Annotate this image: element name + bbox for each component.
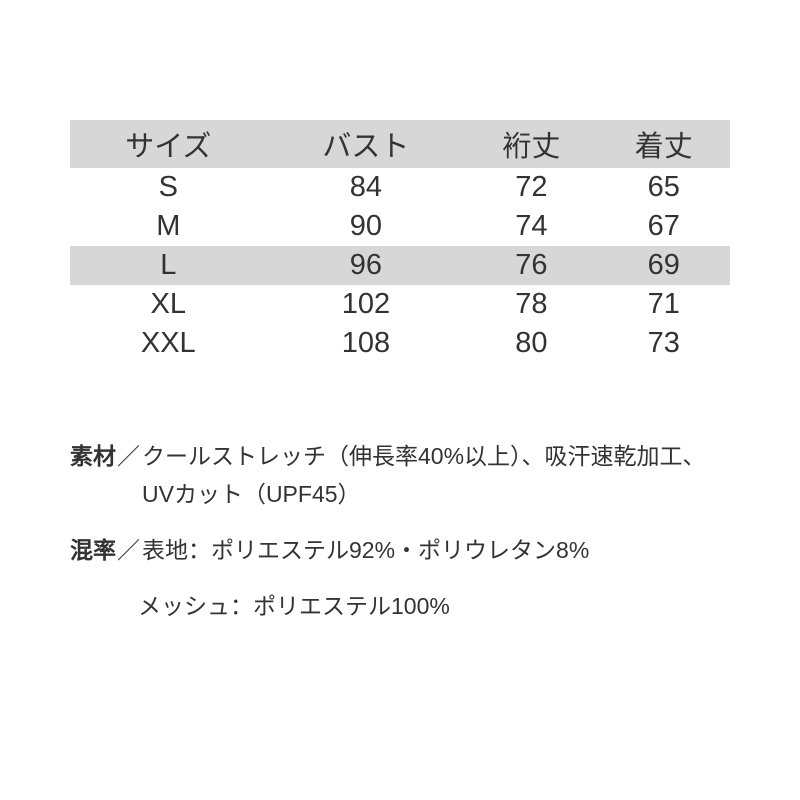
spec-value: 表地：ポリエステル92%・ポリウレタン8% — [142, 532, 730, 570]
table-row: XXL 108 80 73 — [70, 324, 730, 363]
cell-size: XXL — [70, 324, 267, 363]
cell-yuki: 78 — [465, 285, 597, 324]
cell-yuki: 72 — [465, 168, 597, 207]
col-yuki: 裄丈 — [465, 120, 597, 168]
table-header-row: サイズ バスト 裄丈 着丈 — [70, 120, 730, 168]
spec-composition-sub: メッシュ：ポリエステル100% — [70, 588, 730, 626]
spec-material: 素材 ／ クールストレッチ（伸長率40%以上）、吸汗速乾加工、UVカット（UPF… — [70, 438, 730, 514]
cell-bust: 102 — [267, 285, 466, 324]
cell-yuki: 80 — [465, 324, 597, 363]
cell-length: 71 — [598, 285, 730, 324]
cell-size: XL — [70, 285, 267, 324]
spec-label: 混率 — [70, 532, 116, 570]
specs-section: 素材 ／ クールストレッチ（伸長率40%以上）、吸汗速乾加工、UVカット（UPF… — [70, 438, 730, 626]
cell-length: 69 — [598, 246, 730, 285]
cell-size: L — [70, 246, 267, 285]
cell-bust: 96 — [267, 246, 466, 285]
col-size: サイズ — [70, 120, 267, 168]
cell-size: S — [70, 168, 267, 207]
spec-separator: ／ — [117, 532, 140, 570]
cell-bust: 84 — [267, 168, 466, 207]
cell-length: 73 — [598, 324, 730, 363]
spec-value: クールストレッチ（伸長率40%以上）、吸汗速乾加工、UVカット（UPF45） — [142, 438, 730, 514]
cell-size: M — [70, 207, 267, 246]
cell-bust: 90 — [267, 207, 466, 246]
col-length: 着丈 — [598, 120, 730, 168]
size-chart-table: サイズ バスト 裄丈 着丈 S 84 72 65 M 90 74 67 L 96… — [70, 120, 730, 363]
table-row: L 96 76 69 — [70, 246, 730, 285]
spec-composition: 混率 ／ 表地：ポリエステル92%・ポリウレタン8% — [70, 532, 730, 570]
cell-length: 65 — [598, 168, 730, 207]
spec-separator: ／ — [117, 438, 140, 476]
cell-yuki: 76 — [465, 246, 597, 285]
cell-yuki: 74 — [465, 207, 597, 246]
cell-length: 67 — [598, 207, 730, 246]
table-row: XL 102 78 71 — [70, 285, 730, 324]
spec-label: 素材 — [70, 438, 116, 476]
table-row: S 84 72 65 — [70, 168, 730, 207]
table-row: M 90 74 67 — [70, 207, 730, 246]
cell-bust: 108 — [267, 324, 466, 363]
col-bust: バスト — [267, 120, 466, 168]
